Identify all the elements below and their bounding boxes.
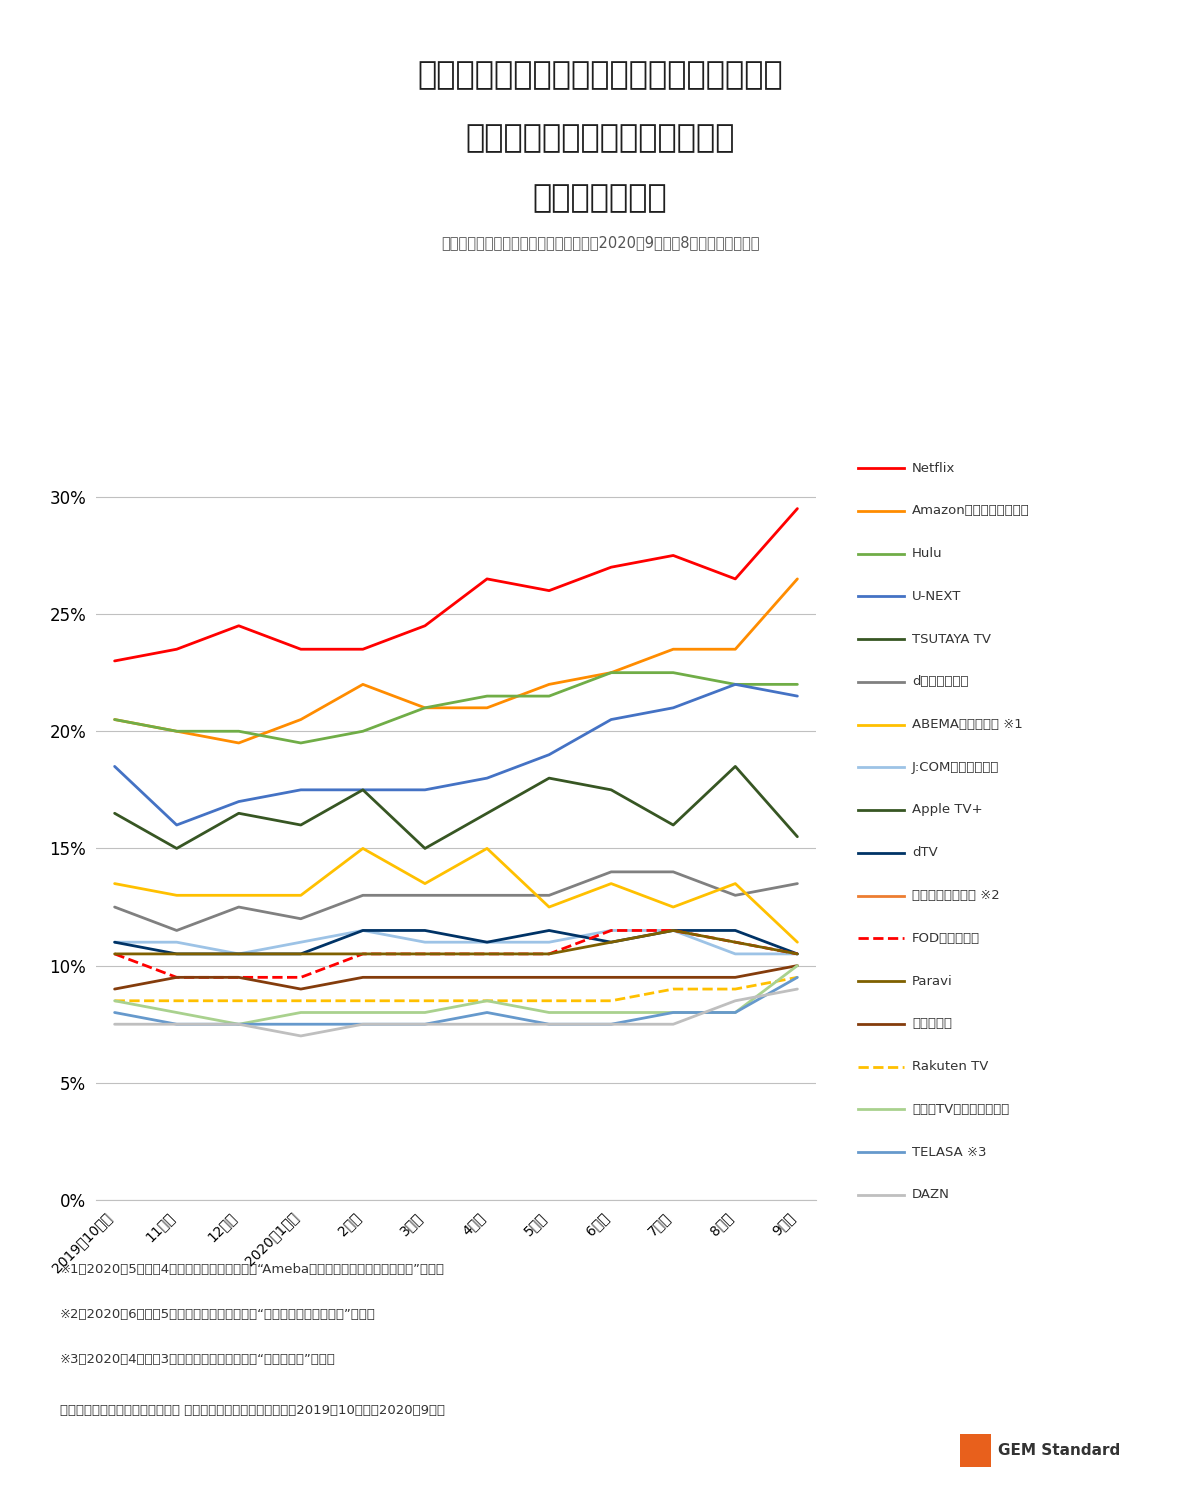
Text: サービス別推移: サービス別推移 <box>533 183 667 214</box>
Text: DAZN: DAZN <box>912 1188 950 1202</box>
Text: ※3：2020年4月号（3月末実査分）まで、旧称“ビデオパス”で聴取: ※3：2020年4月号（3月末実査分）まで、旧称“ビデオパス”で聴取 <box>60 1353 336 1366</box>
Text: 「取扱作品数が多い・多そう」: 「取扱作品数が多い・多そう」 <box>466 123 734 154</box>
Text: Apple TV+: Apple TV+ <box>912 804 983 816</box>
Text: 各号の値は、前月末に実査した値（例：2020年9月号は8月下旬の実査値）: 各号の値は、前月末に実査した値（例：2020年9月号は8月下旬の実査値） <box>440 236 760 250</box>
Text: Amazonプライム・ビデオ: Amazonプライム・ビデオ <box>912 504 1030 518</box>
Text: TELASA ※3: TELASA ※3 <box>912 1146 986 1158</box>
Text: Paravi: Paravi <box>912 975 953 987</box>
Text: Rakuten TV: Rakuten TV <box>912 1060 989 1072</box>
Text: ※1：2020年5月号（4月末実査分）まで、旧称“Amebaビデオ（プレミアムプラン）”で聴取: ※1：2020年5月号（4月末実査分）まで、旧称“Amebaビデオ（プレミアムプ… <box>60 1263 445 1276</box>
Text: FODプレミアム: FODプレミアム <box>912 932 980 945</box>
Text: ディズニープラス ※2: ディズニープラス ※2 <box>912 890 1000 902</box>
Text: U-NEXT: U-NEXT <box>912 590 961 603</box>
Text: Netflix: Netflix <box>912 462 955 474</box>
Text: dアニメストア: dアニメストア <box>912 675 968 688</box>
Text: Hulu: Hulu <box>912 548 943 560</box>
Text: 出典：「定額制動画配信サービス ブランド・ロイヤリティ調査」2019年10月号～2020年9月号: 出典：「定額制動画配信サービス ブランド・ロイヤリティ調査」2019年10月号～… <box>60 1404 445 1417</box>
Text: アニメ放題: アニメ放題 <box>912 1017 952 1031</box>
Text: サービス認知者におけるブランドイメージ: サービス認知者におけるブランドイメージ <box>418 60 782 92</box>
Text: GEM Standard: GEM Standard <box>998 1443 1121 1458</box>
Text: ひかりTVビデオサービス: ひかりTVビデオサービス <box>912 1102 1009 1116</box>
Text: ※2：2020年6月号（5月末実査分）まで、旧称“ディズニーデラックス”で聴取: ※2：2020年6月号（5月末実査分）まで、旧称“ディズニーデラックス”で聴取 <box>60 1308 376 1322</box>
Text: dTV: dTV <box>912 846 937 859</box>
Text: ABEMAプレミアム ※1: ABEMAプレミアム ※1 <box>912 718 1022 730</box>
Text: TSUTAYA TV: TSUTAYA TV <box>912 633 991 645</box>
Text: J:COMオンデマンド: J:COMオンデマンド <box>912 760 1000 774</box>
